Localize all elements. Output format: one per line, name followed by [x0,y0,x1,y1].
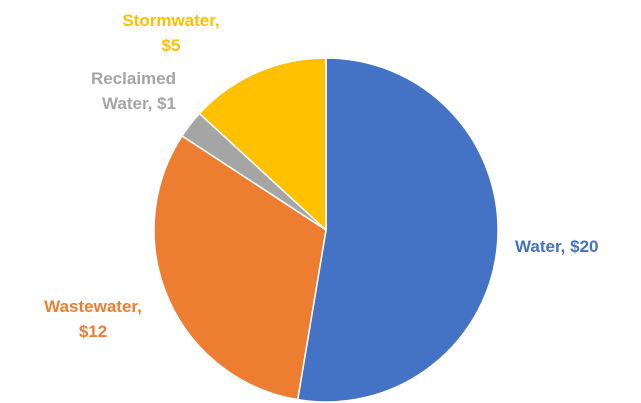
data-label-wastewater: Wastewater, $12 [18,294,168,344]
data-label-wastewater-line2: $12 [78,322,108,341]
pie-slice-water [296,57,499,403]
pie-slice-stormwater [198,57,327,232]
data-label-reclaimed-water-line1: Reclaimed [90,69,176,88]
data-label-reclaimed-water: Reclaimed Water, $1 [46,66,176,116]
data-label-water: Water, $20 [515,234,598,259]
pie-slice-wastewater [153,134,327,401]
data-label-stormwater-line1: Stormwater, [122,11,220,30]
data-label-wastewater-line1: Wastewater, [44,297,142,316]
data-label-stormwater: Stormwater, $5 [96,8,246,58]
data-label-reclaimed-water-line2: Water, $1 [101,94,176,113]
data-label-water-line1: Water, $20 [515,237,599,256]
data-label-stormwater-line2: $5 [161,36,181,55]
